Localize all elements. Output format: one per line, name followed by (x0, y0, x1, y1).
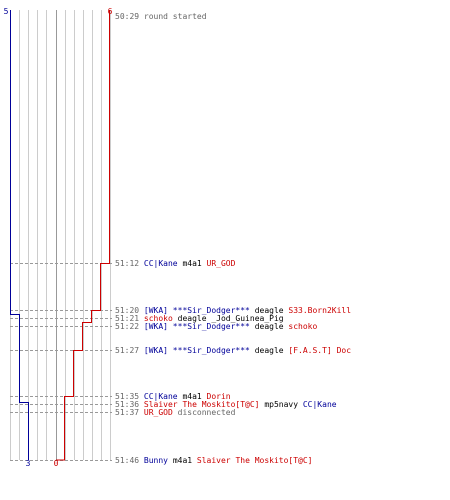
event-row: 50:29 round started (115, 12, 207, 21)
team-b-player: Dorin (207, 392, 231, 401)
event-time: 51:37 (115, 408, 144, 417)
team-b-player: UR_GOD (144, 408, 173, 417)
team-b-alive-line (56, 10, 110, 461)
event-time: 51:21 (115, 314, 144, 323)
team-a-player: CC|Kane (303, 400, 337, 409)
event-text: disconnected (173, 408, 236, 417)
event-text: m4a1 (168, 456, 197, 465)
team-a-start-count: 5 (4, 7, 9, 16)
team-a-player: [WKA] ***Sir_Dodger*** (144, 306, 250, 315)
event-row: 51:37 UR_GOD disconnected (115, 408, 236, 417)
event-text: round started (144, 12, 207, 21)
team-b-player: [F.A.S.T] Doc (288, 346, 351, 355)
team-b-player: Slaiver The Moskito[T@C] (144, 400, 260, 409)
team-a-end-count: 3 (26, 459, 31, 468)
event-time: 51:35 (115, 392, 144, 401)
event-row: 51:12 CC|Kane m4a1 UR_GOD (115, 259, 236, 268)
event-row: 51:27 [WKA] ***Sir_Dodger*** deagle [F.A… (115, 346, 351, 355)
team-a-alive-line (10, 10, 29, 460)
event-row: 51:46 Bunny m4a1 Slaiver The Moskito[T@C… (115, 456, 313, 465)
player-grid (10, 10, 111, 460)
team-a-player: CC|Kane (144, 259, 178, 268)
event-text: deagle (250, 346, 289, 355)
event-time: 50:29 (115, 12, 144, 21)
event-text: _Jod_Guinea_Pig (211, 314, 283, 323)
event-row: 51:22 [WKA] ***Sir_Dodger*** deagle scho… (115, 322, 317, 331)
team-b-player: Slaiver The Moskito[T@C] (197, 456, 313, 465)
team-b-end-count: 0 (54, 459, 59, 468)
event-time: 51:20 (115, 306, 144, 315)
event-time: 51:27 (115, 346, 144, 355)
event-row: 51:21 schoko deagle _Jod_Guinea_Pig (115, 314, 284, 323)
event-text: mp5navy (260, 400, 303, 409)
team-b-player: schoko (288, 322, 317, 331)
event-row: 51:36 Slaiver The Moskito[T@C] mp5navy C… (115, 400, 337, 409)
team-a-player: [WKA] ***Sir_Dodger*** (144, 322, 250, 331)
event-guide-lines (10, 263, 112, 461)
event-text: deagle (250, 306, 289, 315)
event-time: 51:46 (115, 456, 144, 465)
event-row: 51:35 CC|Kane m4a1 Dorin (115, 392, 231, 401)
event-log: 50:29 round started 51:12 CC|Kane m4a1 UR… (115, 12, 351, 465)
team-a-player: CC|Kane (144, 392, 178, 401)
event-text: deagle (250, 322, 289, 331)
team-b-player: UR_GOD (207, 259, 236, 268)
team-b-player: S33.Born2Kill (288, 306, 351, 315)
event-text: m4a1 (178, 392, 207, 401)
event-time: 51:22 (115, 322, 144, 331)
team-b-player: schoko (144, 314, 173, 323)
event-text: m4a1 (178, 259, 207, 268)
event-time: 51:36 (115, 400, 144, 409)
event-text: deagle (173, 314, 212, 323)
event-row: 51:20 [WKA] ***Sir_Dodger*** deagle S33.… (115, 306, 351, 315)
team-a-player: Bunny (144, 456, 168, 465)
event-time: 51:12 (115, 259, 144, 268)
team-a-player: [WKA] ***Sir_Dodger*** (144, 346, 250, 355)
team-b-start-count: 6 (108, 7, 113, 16)
